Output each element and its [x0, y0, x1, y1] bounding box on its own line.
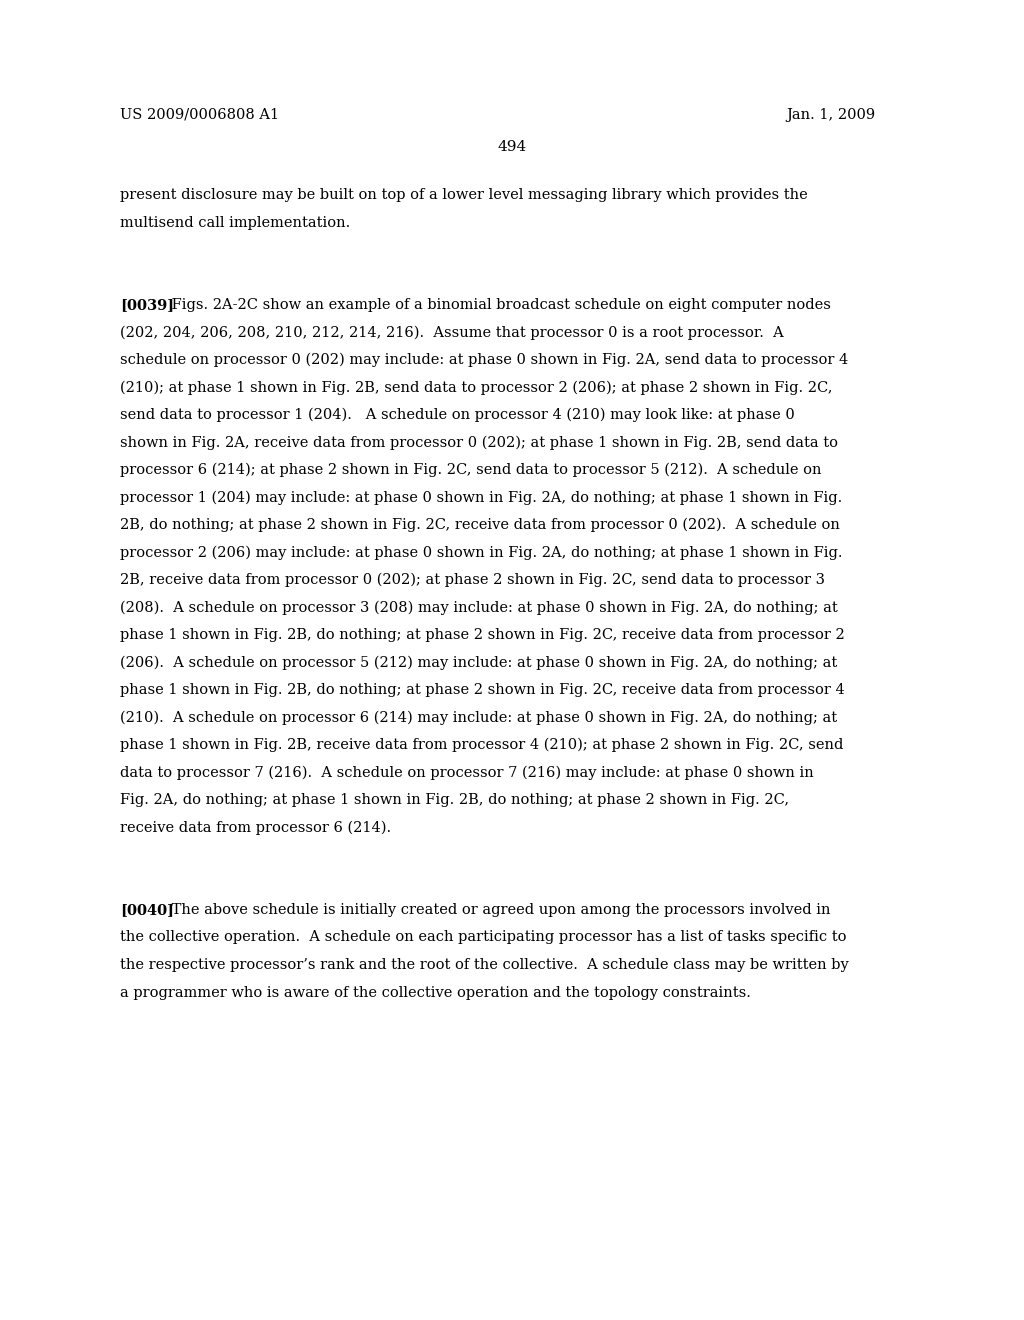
Text: processor 2 (206) may include: at phase 0 shown in Fig. 2A, do nothing; at phase: processor 2 (206) may include: at phase …	[120, 545, 843, 560]
Text: 2B, do nothing; at phase 2 shown in Fig. 2C, receive data from processor 0 (202): 2B, do nothing; at phase 2 shown in Fig.…	[120, 517, 840, 532]
Text: shown in Fig. 2A, receive data from processor 0 (202); at phase 1 shown in Fig. : shown in Fig. 2A, receive data from proc…	[120, 436, 838, 450]
Text: receive data from processor 6 (214).: receive data from processor 6 (214).	[120, 821, 391, 834]
Text: [0040]: [0040]	[120, 903, 174, 917]
Text: (206).  A schedule on processor 5 (212) may include: at phase 0 shown in Fig. 2A: (206). A schedule on processor 5 (212) m…	[120, 656, 838, 669]
Text: a programmer who is aware of the collective operation and the topology constrain: a programmer who is aware of the collect…	[120, 986, 751, 999]
Text: processor 1 (204) may include: at phase 0 shown in Fig. 2A, do nothing; at phase: processor 1 (204) may include: at phase …	[120, 491, 843, 504]
Text: send data to processor 1 (204).   A schedule on processor 4 (210) may look like:: send data to processor 1 (204). A schedu…	[120, 408, 795, 422]
Text: (210).  A schedule on processor 6 (214) may include: at phase 0 shown in Fig. 2A: (210). A schedule on processor 6 (214) m…	[120, 710, 838, 725]
Text: phase 1 shown in Fig. 2B, do nothing; at phase 2 shown in Fig. 2C, receive data : phase 1 shown in Fig. 2B, do nothing; at…	[120, 628, 845, 642]
Text: present disclosure may be built on top of a lower level messaging library which : present disclosure may be built on top o…	[120, 187, 808, 202]
Text: the respective processor’s rank and the root of the collective.  A schedule clas: the respective processor’s rank and the …	[120, 958, 849, 972]
Text: US 2009/0006808 A1: US 2009/0006808 A1	[120, 108, 280, 121]
Text: 2B, receive data from processor 0 (202); at phase 2 shown in Fig. 2C, send data : 2B, receive data from processor 0 (202);…	[120, 573, 825, 587]
Text: the collective operation.  A schedule on each participating processor has a list: the collective operation. A schedule on …	[120, 931, 847, 945]
Text: Figs. 2A-2C show an example of a binomial broadcast schedule on eight computer n: Figs. 2A-2C show an example of a binomia…	[167, 298, 831, 312]
Text: multisend call implementation.: multisend call implementation.	[120, 215, 350, 230]
Text: [0039]: [0039]	[120, 298, 174, 312]
Text: Jan. 1, 2009: Jan. 1, 2009	[785, 108, 874, 121]
Text: The above schedule is initially created or agreed upon among the processors invo: The above schedule is initially created …	[167, 903, 830, 917]
Text: processor 6 (214); at phase 2 shown in Fig. 2C, send data to processor 5 (212). : processor 6 (214); at phase 2 shown in F…	[120, 463, 821, 478]
Text: schedule on processor 0 (202) may include: at phase 0 shown in Fig. 2A, send dat: schedule on processor 0 (202) may includ…	[120, 352, 848, 367]
Text: 494: 494	[498, 140, 526, 154]
Text: (210); at phase 1 shown in Fig. 2B, send data to processor 2 (206); at phase 2 s: (210); at phase 1 shown in Fig. 2B, send…	[120, 380, 833, 395]
Text: data to processor 7 (216).  A schedule on processor 7 (216) may include: at phas: data to processor 7 (216). A schedule on…	[120, 766, 814, 780]
Text: (202, 204, 206, 208, 210, 212, 214, 216).  Assume that processor 0 is a root pro: (202, 204, 206, 208, 210, 212, 214, 216)…	[120, 326, 783, 339]
Text: phase 1 shown in Fig. 2B, receive data from processor 4 (210); at phase 2 shown : phase 1 shown in Fig. 2B, receive data f…	[120, 738, 844, 752]
Text: phase 1 shown in Fig. 2B, do nothing; at phase 2 shown in Fig. 2C, receive data : phase 1 shown in Fig. 2B, do nothing; at…	[120, 682, 845, 697]
Text: Fig. 2A, do nothing; at phase 1 shown in Fig. 2B, do nothing; at phase 2 shown i: Fig. 2A, do nothing; at phase 1 shown in…	[120, 793, 790, 807]
Text: (208).  A schedule on processor 3 (208) may include: at phase 0 shown in Fig. 2A: (208). A schedule on processor 3 (208) m…	[120, 601, 838, 615]
